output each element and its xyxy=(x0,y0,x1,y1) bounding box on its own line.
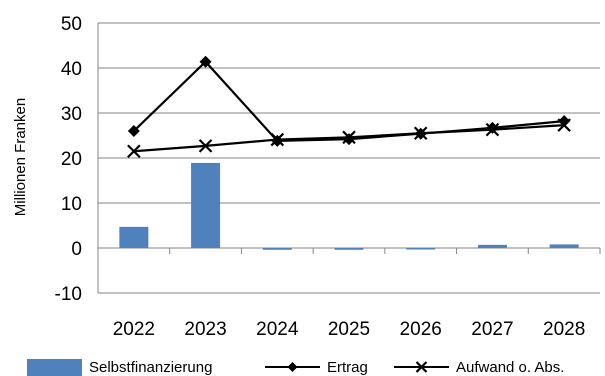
bar-series xyxy=(119,162,579,250)
bar xyxy=(549,244,579,248)
x-marker xyxy=(270,132,285,147)
x-marker xyxy=(198,139,213,153)
legend-label: Aufwand o. Abs. xyxy=(456,359,564,376)
legend-label: Ertrag xyxy=(327,359,368,376)
y-tick-labels: -10 0 10 20 30 40 50 xyxy=(55,14,82,305)
x-marker xyxy=(127,144,141,159)
x-tick-label: 2028 xyxy=(543,319,585,340)
line-series xyxy=(127,55,571,159)
x-marker xyxy=(557,118,571,132)
bar xyxy=(406,248,436,250)
bar xyxy=(334,248,364,250)
diamond-marker xyxy=(199,55,212,68)
y-axis-title: Millionen Franken xyxy=(12,98,29,216)
y-tick-label: 20 xyxy=(61,149,82,170)
bar xyxy=(191,162,221,248)
diamond-marker xyxy=(486,121,499,134)
bar xyxy=(262,248,292,250)
y-tick-label: 0 xyxy=(71,239,82,260)
x-tick-label: 2027 xyxy=(471,319,513,340)
bar xyxy=(119,226,149,248)
x-tick-label: 2026 xyxy=(400,319,442,340)
y-tick-label: 30 xyxy=(61,104,82,125)
bar xyxy=(477,244,507,248)
x-tick-label: 2022 xyxy=(113,319,155,340)
legend-label: Selbstfinanzierung xyxy=(89,359,212,376)
gridlines xyxy=(97,22,601,294)
diamond-marker xyxy=(127,125,140,137)
y-tick-label: 10 xyxy=(61,194,82,215)
diamond-marker xyxy=(558,115,571,128)
diamond-marker xyxy=(287,362,298,372)
x-tick-label: 2024 xyxy=(256,319,299,340)
x-tick-label: 2023 xyxy=(184,319,226,340)
x-tick-label: 2025 xyxy=(328,319,370,340)
x-marker xyxy=(342,130,356,145)
y-tick-label: 50 xyxy=(61,14,82,35)
diamond-marker xyxy=(343,133,355,146)
y-tick-label: -10 xyxy=(55,284,82,305)
x-marker xyxy=(413,126,428,141)
x-marker xyxy=(485,122,500,137)
x-marker xyxy=(415,361,428,373)
legend-swatch-bar xyxy=(27,359,82,376)
y-tick-label: 40 xyxy=(61,59,82,80)
x-tick-labels: 2022 2023 2024 2025 2026 2027 2028 xyxy=(113,319,586,340)
legend: Selbstfinanzierung Ertrag Aufwand o. Abs. xyxy=(27,359,564,376)
